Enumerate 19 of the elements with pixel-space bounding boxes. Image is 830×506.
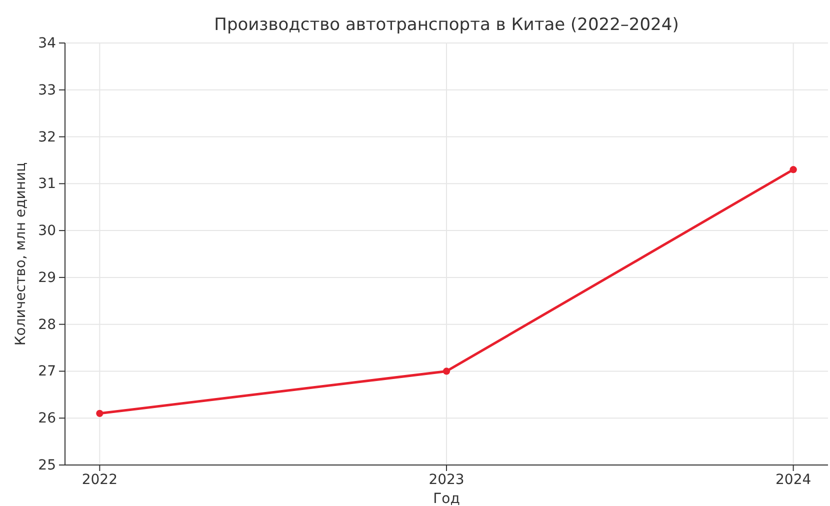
x-tick-label: 2023 xyxy=(428,472,464,488)
chart-title: Производство автотранспорта в Китае (2022–2024) xyxy=(214,15,679,35)
point xyxy=(442,368,450,375)
y-axis-title: Количество, млн единиц xyxy=(13,162,29,346)
x-tick-label: 2022 xyxy=(82,472,118,488)
y-tick-label: 31 xyxy=(38,176,56,192)
y-tick-label: 33 xyxy=(38,82,56,98)
y-tick-label: 28 xyxy=(38,316,56,333)
point xyxy=(790,166,797,174)
y-tick-label: 34 xyxy=(38,35,56,52)
point xyxy=(96,410,104,417)
y-tick-label: 25 xyxy=(38,457,56,474)
y-tick-label: 29 xyxy=(38,270,56,286)
y-tick-label: 32 xyxy=(38,129,56,146)
y-tick-label: 26 xyxy=(38,410,56,427)
y-tick-label: 27 xyxy=(38,364,56,380)
x-tick-label: 2024 xyxy=(776,472,812,488)
x-axis-title: Год xyxy=(433,491,460,506)
y-tick-label: 30 xyxy=(38,223,56,240)
